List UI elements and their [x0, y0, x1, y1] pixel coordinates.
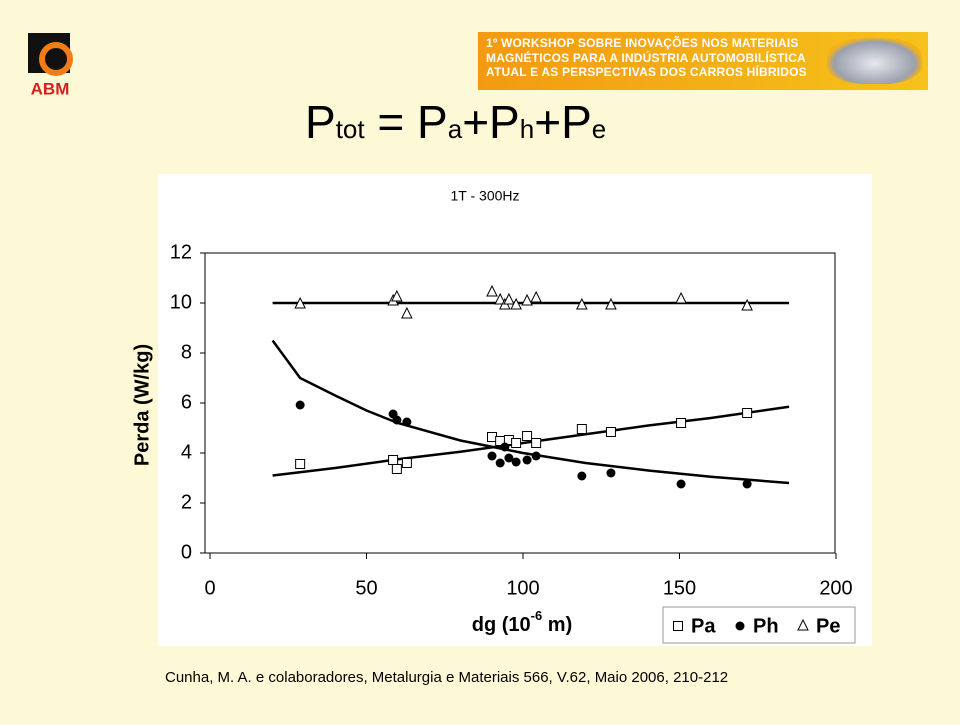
chart-title: 1T - 300Hz [451, 188, 520, 204]
point [504, 453, 514, 463]
fit-line [272, 405, 790, 477]
point [675, 291, 687, 304]
point [295, 459, 306, 469]
y-tick-label: 0 [181, 541, 192, 563]
fit-line [271, 339, 790, 485]
banner-line: MAGNÉTICOS PARA A INDÚSTRIA AUTOMOBILÍST… [486, 50, 806, 65]
y-tick-label: 6 [181, 391, 192, 413]
point [511, 457, 521, 467]
citation: Cunha, M. A. e colaboradores, Metalurgia… [165, 669, 729, 686]
x-tick-label: 100 [506, 577, 539, 599]
point [500, 442, 510, 452]
point [486, 284, 498, 297]
point [392, 415, 402, 425]
banner-line: 1º WORKSHOP SOBRE INOVAÇÕES NOS MATERIAI… [486, 36, 799, 50]
point [487, 451, 497, 461]
point [401, 458, 412, 468]
y-tick-label: 10 [170, 291, 192, 313]
point [295, 400, 305, 410]
title-part: +P [462, 96, 520, 148]
x-tick-label: 150 [663, 577, 696, 599]
banner: 1º WORKSHOP SOBRE INOVAÇÕES NOS MATERIAI… [478, 32, 928, 90]
point [577, 471, 587, 481]
point [741, 298, 753, 311]
legend-label: Pe [816, 615, 840, 637]
point [676, 418, 687, 428]
x-tick-label: 200 [819, 577, 852, 599]
point [576, 297, 588, 310]
point [391, 289, 403, 302]
point [605, 427, 616, 437]
point [294, 296, 306, 309]
legend-marker [673, 621, 683, 631]
x-label-part: -6 [531, 608, 543, 623]
x-tick-label: 50 [355, 577, 377, 599]
point [494, 292, 506, 305]
legend-label: Pa [691, 615, 716, 637]
legend-marker [797, 618, 809, 631]
x-axis-label: dg (10-6 m) [472, 608, 572, 636]
point [522, 455, 532, 465]
point [531, 438, 542, 448]
point [511, 438, 522, 448]
point [510, 297, 522, 310]
point [606, 468, 616, 478]
y-axis-label: Perda (W/kg) [131, 344, 153, 466]
y-tick-label: 4 [181, 441, 192, 463]
x-label-part: m) [542, 614, 572, 636]
point [530, 290, 542, 303]
point [503, 292, 515, 305]
point [391, 464, 402, 474]
title-part: a [447, 114, 463, 144]
point [676, 479, 686, 489]
point [605, 297, 617, 310]
x-label-part: dg (10 [472, 614, 531, 636]
point [742, 408, 753, 418]
legend [662, 606, 856, 644]
x-tick-label: 0 [204, 577, 215, 599]
point [522, 431, 533, 441]
legend-marker [735, 621, 745, 631]
slide-title: Ptot = Pa+Ph+Pe [305, 95, 606, 149]
point [742, 479, 752, 489]
car-image [827, 38, 922, 84]
y-tick-label: 2 [181, 491, 192, 513]
point [495, 458, 505, 468]
point [401, 306, 413, 319]
title-part: tot [335, 114, 365, 144]
y-tick-label: 12 [170, 241, 192, 263]
point [576, 424, 587, 434]
point [402, 417, 412, 427]
point [521, 293, 533, 306]
banner-line: ATUAL E AS PERSPECTIVAS DOS CARROS HÍBRI… [486, 65, 807, 79]
title-part: +P [534, 96, 592, 148]
title-part: e [591, 114, 607, 144]
logo-text: ABM [31, 79, 70, 98]
title-part: h [519, 114, 535, 144]
legend-label: Ph [753, 615, 779, 637]
title-part: = P [364, 96, 448, 148]
point [388, 455, 399, 465]
title-part: P [305, 96, 336, 148]
logo: ABM [28, 33, 73, 98]
point [531, 451, 541, 461]
y-tick-label: 8 [181, 341, 192, 363]
